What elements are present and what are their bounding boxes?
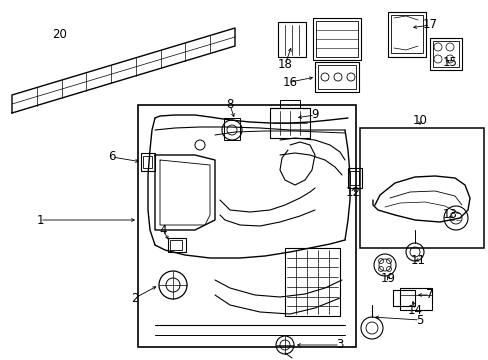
Text: 11: 11 [409, 253, 425, 266]
Bar [278, 22, 305, 57]
Bar [317, 65, 355, 89]
Bar [224, 118, 240, 140]
Text: 17: 17 [422, 18, 437, 31]
Text: 19: 19 [380, 271, 395, 284]
Text: 9: 9 [311, 108, 318, 122]
Text: 7: 7 [426, 288, 433, 302]
Bar [142, 156, 152, 168]
Text: 14: 14 [407, 303, 422, 316]
Bar [349, 171, 358, 185]
Text: 2: 2 [131, 292, 139, 305]
Text: 10: 10 [412, 113, 427, 126]
Bar [347, 168, 361, 188]
Bar [269, 108, 309, 138]
Text: 20: 20 [52, 28, 67, 41]
Bar [432, 41, 458, 67]
Text: 12: 12 [345, 185, 360, 198]
Text: 15: 15 [442, 55, 456, 68]
Bar [141, 153, 155, 171]
Text: 16: 16 [282, 76, 297, 89]
Bar [390, 15, 422, 53]
Text: 4: 4 [159, 224, 166, 237]
Text: 3: 3 [336, 338, 343, 351]
Text: 8: 8 [226, 99, 233, 112]
Bar [387, 12, 425, 57]
Bar [138, 105, 355, 347]
Text: 13: 13 [442, 208, 456, 221]
Bar [170, 240, 182, 250]
Bar [314, 62, 358, 92]
Bar [280, 100, 299, 108]
Bar [399, 288, 431, 310]
Text: 5: 5 [415, 314, 423, 327]
Bar [392, 290, 414, 306]
Bar [429, 38, 461, 70]
Bar [312, 18, 360, 60]
Bar [168, 238, 185, 252]
Text: 18: 18 [277, 58, 292, 72]
Text: 1: 1 [36, 213, 43, 226]
Bar [285, 248, 339, 316]
Bar [315, 21, 357, 57]
Text: 6: 6 [108, 150, 116, 163]
Bar [359, 128, 483, 248]
